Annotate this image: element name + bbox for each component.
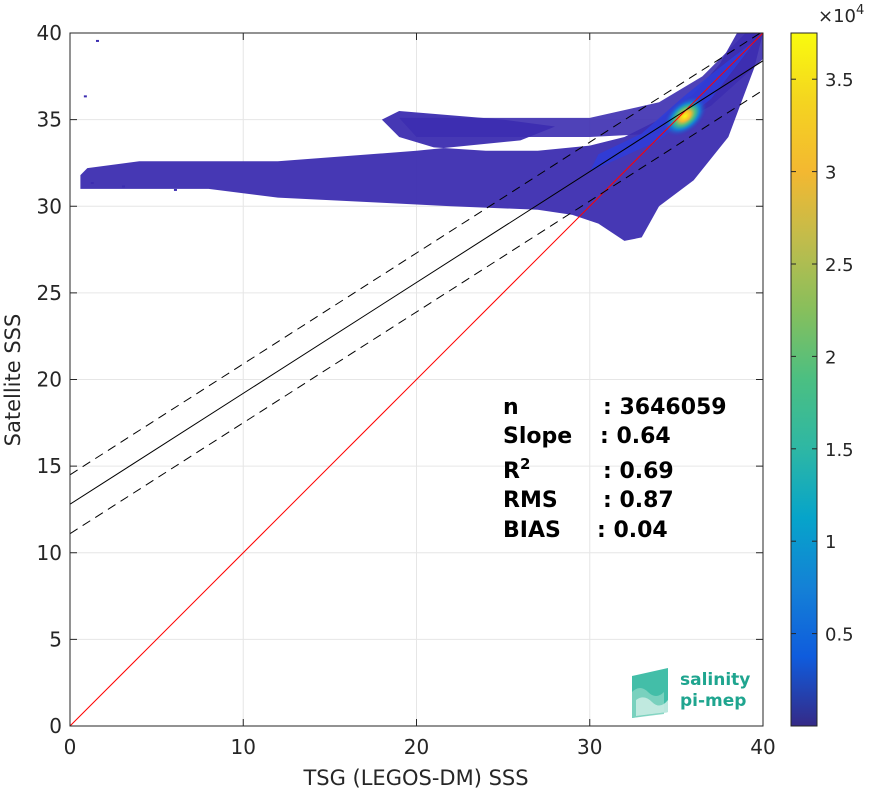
colorbar-tick-label: 2 bbox=[825, 347, 836, 368]
line-regression-rms-lower bbox=[70, 89, 763, 535]
salinity-pi-mep-logo: salinity pi-mep bbox=[632, 668, 750, 718]
stat-value: : 0.87 bbox=[603, 488, 674, 513]
y-tick-label: 10 bbox=[37, 541, 62, 565]
density-cell bbox=[95, 39, 99, 42]
y-tick-label: 40 bbox=[37, 21, 62, 45]
line-regression+rms-upper bbox=[70, 33, 762, 476]
colorbar-tick-label: 0.5 bbox=[825, 625, 854, 646]
stat-value: : 0.64 bbox=[600, 424, 671, 449]
colorbar-tick-label: 3 bbox=[825, 163, 836, 184]
stat-value: : 3646059 bbox=[603, 395, 727, 420]
x-axis-title: TSG (LEGOS-DM) SSS bbox=[302, 766, 528, 790]
colorbar-tick-label: 1.5 bbox=[825, 440, 854, 461]
x-tick-label: 20 bbox=[404, 735, 429, 759]
x-tick-label: 30 bbox=[577, 735, 602, 759]
colorbar-gradient bbox=[790, 32, 818, 727]
x-tick-label: 0 bbox=[64, 735, 77, 759]
y-tick-label: 5 bbox=[49, 627, 62, 651]
colorbar-exponent: ×104 bbox=[818, 3, 864, 27]
stat-label: n bbox=[503, 395, 519, 420]
fit-lines bbox=[70, 33, 763, 726]
y-tick-label: 15 bbox=[37, 454, 62, 478]
stat-label: RMS bbox=[503, 488, 558, 513]
y-tick-label: 20 bbox=[37, 368, 62, 392]
colorbar-tick-label: 3.5 bbox=[825, 70, 854, 91]
density-heatmap bbox=[80, 33, 763, 241]
density-peak bbox=[662, 95, 708, 137]
density-cell bbox=[121, 185, 125, 188]
y-tick-label: 25 bbox=[37, 281, 62, 305]
colorbar-ticks: 0.5 1 1.5 2 2.5 3 3.5 bbox=[791, 70, 854, 646]
y-tick-label: 0 bbox=[49, 714, 62, 738]
density-cell bbox=[90, 181, 94, 184]
y-axis: 0 5 10 15 20 25 30 35 40 bbox=[37, 21, 763, 738]
density-cell bbox=[173, 188, 177, 191]
y-tick-label: 30 bbox=[37, 194, 62, 218]
stat-value: : 0.04 bbox=[597, 518, 668, 543]
colorbar-tick-label: 2.5 bbox=[825, 255, 854, 276]
stat-value: : 0.69 bbox=[603, 459, 674, 484]
x-tick-label: 40 bbox=[750, 735, 775, 759]
stat-label: Slope bbox=[503, 424, 572, 449]
y-tick-label: 35 bbox=[37, 108, 62, 132]
colorbar: 0.5 1 1.5 2 2.5 3 3.5 ×104 bbox=[790, 3, 864, 727]
x-axis: 0 10 20 30 40 bbox=[64, 33, 776, 759]
x-tick-label: 10 bbox=[231, 735, 256, 759]
stat-label: BIAS bbox=[503, 518, 561, 543]
logo-text-line2: pi-mep bbox=[680, 691, 746, 711]
y-axis-title: Satellite SSS bbox=[1, 314, 25, 447]
line-regression bbox=[70, 60, 763, 505]
colorbar-tick-label: 1 bbox=[825, 532, 836, 553]
logo-text-line1: salinity bbox=[680, 670, 750, 690]
density-cell bbox=[83, 95, 87, 98]
logo-mark-icon bbox=[632, 668, 668, 718]
line-identity bbox=[70, 33, 763, 726]
density-cloud-core bbox=[589, 39, 757, 172]
